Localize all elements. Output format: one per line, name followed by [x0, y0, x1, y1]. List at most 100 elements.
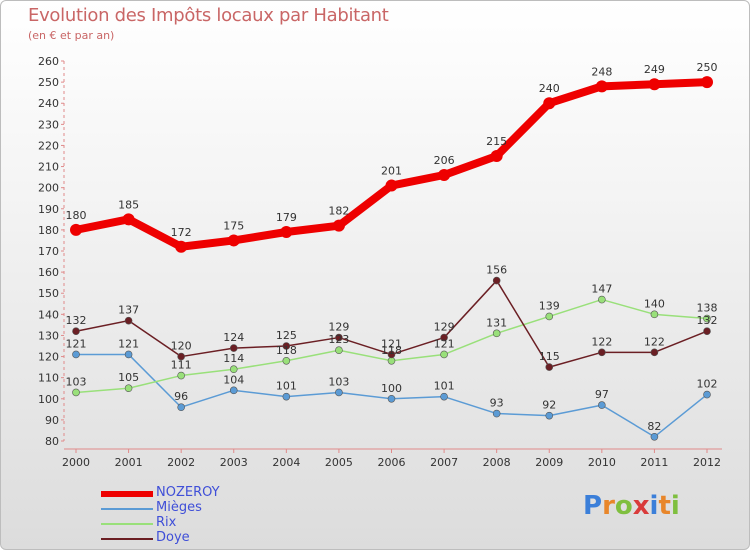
data-point — [177, 403, 185, 412]
data-label: 138 — [697, 302, 718, 315]
data-point — [650, 310, 659, 319]
logo-letter: i — [670, 491, 680, 521]
data-point — [492, 276, 501, 285]
data-point — [490, 150, 503, 162]
legend-swatch — [101, 508, 153, 510]
data-point — [545, 363, 554, 371]
data-point — [438, 169, 451, 181]
data-point — [492, 409, 501, 418]
data-label: 101 — [434, 380, 455, 393]
logo-letter: i — [649, 491, 659, 521]
data-point — [282, 392, 291, 401]
data-point — [70, 223, 82, 236]
x-tick-label: 2005 — [325, 456, 353, 469]
data-label: 111 — [171, 359, 192, 372]
y-tick-label: 90 — [45, 414, 59, 427]
data-label: 250 — [697, 61, 718, 74]
data-point — [387, 394, 396, 403]
data-point — [124, 384, 133, 393]
data-label: 92 — [542, 399, 556, 412]
data-point — [543, 97, 556, 110]
data-label: 175 — [223, 219, 244, 232]
data-label: 124 — [223, 331, 244, 344]
data-label: 118 — [276, 344, 297, 357]
data-label: 215 — [486, 135, 507, 148]
data-point — [387, 350, 396, 359]
data-label: 240 — [539, 82, 560, 95]
data-label: 180 — [66, 209, 87, 222]
y-tick-label: 170 — [38, 245, 59, 258]
x-tick-label: 2008 — [483, 456, 511, 469]
data-point — [492, 329, 501, 338]
data-label: 100 — [381, 382, 402, 395]
data-point — [335, 388, 343, 397]
data-label: 137 — [118, 304, 139, 317]
data-label: 125 — [276, 329, 297, 342]
data-point — [595, 80, 608, 93]
data-label: 103 — [66, 375, 87, 388]
data-label: 249 — [644, 63, 665, 76]
data-label: 121 — [434, 337, 455, 350]
data-label: 103 — [328, 375, 349, 388]
data-point — [335, 346, 343, 355]
data-label: 129 — [434, 321, 455, 334]
data-point — [229, 365, 238, 374]
data-label: 248 — [591, 65, 612, 78]
y-tick-label: 180 — [38, 224, 59, 237]
data-label: 182 — [328, 205, 349, 218]
y-tick-label: 140 — [38, 308, 59, 321]
data-label: 121 — [66, 337, 87, 350]
legend-label: Doye — [156, 530, 190, 545]
legend-swatch — [101, 523, 153, 525]
x-tick-label: 2000 — [62, 456, 90, 469]
data-point — [598, 295, 606, 304]
data-point — [545, 312, 554, 321]
data-point — [703, 390, 711, 399]
data-label: 132 — [697, 314, 718, 327]
data-point — [177, 352, 185, 361]
data-label: 105 — [118, 371, 139, 384]
x-tick-label: 2007 — [430, 456, 458, 469]
data-point — [440, 392, 448, 401]
data-point — [124, 350, 133, 359]
data-label: 104 — [223, 373, 244, 386]
data-label: 102 — [697, 378, 718, 391]
legend-label: Mièges — [156, 500, 202, 515]
y-tick-label: 240 — [38, 97, 59, 110]
data-point — [701, 76, 713, 89]
data-label: 172 — [171, 226, 192, 239]
data-label: 93 — [490, 397, 504, 410]
x-tick-label: 2001 — [115, 456, 143, 469]
y-tick-label: 250 — [38, 76, 59, 89]
data-label: 140 — [644, 297, 665, 310]
chart-series — [70, 76, 713, 441]
data-point — [72, 350, 80, 359]
data-label: 156 — [486, 264, 507, 277]
data-point — [440, 333, 448, 342]
x-tick-label: 2003 — [220, 456, 248, 469]
data-point — [545, 411, 554, 420]
data-label: 185 — [118, 198, 139, 211]
data-point — [650, 348, 659, 357]
data-point — [598, 401, 606, 409]
data-point — [229, 386, 238, 395]
data-point — [440, 350, 448, 359]
logo-letter: r — [602, 491, 615, 521]
data-point — [648, 78, 661, 91]
legend-label: NOZEROY — [156, 485, 220, 500]
data-point — [335, 333, 343, 342]
y-tick-label: 200 — [38, 182, 59, 195]
data-point — [72, 388, 80, 397]
y-tick-label: 260 — [38, 55, 59, 68]
data-label: 120 — [171, 340, 192, 353]
data-label: 118 — [381, 344, 402, 357]
legend-swatch — [101, 538, 153, 540]
chart-axes: 8090100110120130140150160170180190200210… — [38, 55, 722, 469]
legend-swatch — [101, 491, 153, 497]
data-point — [282, 356, 291, 365]
data-point — [227, 234, 240, 247]
x-tick-label: 2002 — [167, 456, 195, 469]
data-label: 96 — [174, 390, 188, 403]
